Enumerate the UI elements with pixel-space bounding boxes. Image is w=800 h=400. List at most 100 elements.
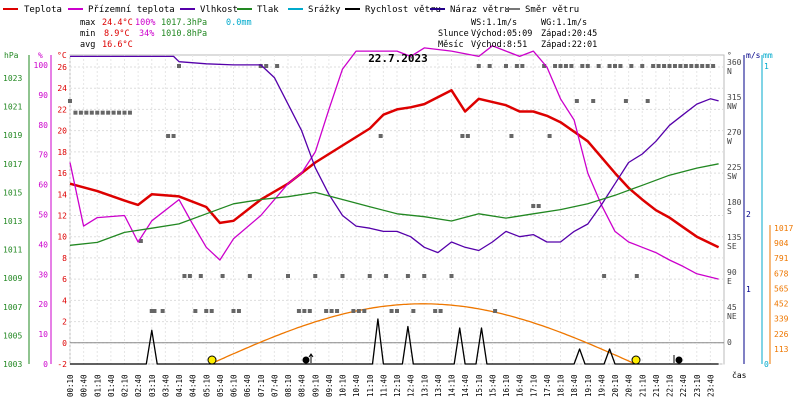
temp-tick-label: 12 xyxy=(57,212,67,221)
stat-min-temp: 8.9°C xyxy=(104,29,130,39)
temp-tick-label: 22 xyxy=(57,105,67,114)
hum-tick-label: 50 xyxy=(38,211,48,220)
sun-tick-label: 565 xyxy=(774,284,789,293)
wind-direction-point xyxy=(465,134,470,138)
moonrise-icon xyxy=(302,353,314,364)
moon-set: Západ:22:01 xyxy=(541,40,597,50)
wind-direction-point xyxy=(111,110,116,115)
wind-direction-point xyxy=(177,64,181,68)
wind-direction-point xyxy=(138,239,143,243)
wind-direction-point xyxy=(700,64,705,68)
wind-direction-point xyxy=(520,64,525,68)
stat-max-rain: 0.0mm xyxy=(226,18,252,28)
dir-tick-label: 0 xyxy=(727,338,732,347)
wind-direction-point xyxy=(296,309,301,313)
wind-direction-point xyxy=(182,274,187,278)
sun-tick-label: 226 xyxy=(774,330,789,339)
wind-direction-point xyxy=(89,110,94,115)
temp-tick-label: 2 xyxy=(62,318,67,327)
stat-min-hum: 34% xyxy=(139,29,154,39)
temp-tick-label: 10 xyxy=(57,233,67,242)
x-tick-label: 21:10 xyxy=(638,374,647,397)
wind-direction-point xyxy=(689,64,694,68)
wind-direction-point xyxy=(433,309,438,313)
wind-direction-point xyxy=(596,64,601,68)
wind-direction-point xyxy=(683,64,688,68)
temp-tick-label: 24 xyxy=(57,84,67,93)
temp-tick-label: 6 xyxy=(62,275,67,284)
legend-tlak: Tlak xyxy=(257,5,279,15)
x-tick-label: 19:40 xyxy=(597,374,606,397)
wind-direction-point xyxy=(264,64,269,68)
wind-direction-point xyxy=(324,309,329,313)
x-tick-label: 05:10 xyxy=(202,374,211,397)
wind-direction-point xyxy=(634,274,639,278)
dir-compass-label: SE xyxy=(727,242,737,251)
wind-direction-point xyxy=(602,274,607,278)
wind-direction-point xyxy=(127,110,132,115)
x-tick-label: 17:40 xyxy=(543,374,552,397)
wind-direction-point xyxy=(171,134,176,138)
wind-direction-point xyxy=(362,309,367,313)
series-p-zemn-teplota xyxy=(69,45,719,280)
wind-direction-point xyxy=(356,309,361,313)
hum-tick-label: 40 xyxy=(38,240,48,249)
stat-min-press: 1010.8hPa xyxy=(161,29,207,39)
dir-compass-label: NW xyxy=(727,102,737,111)
wind-direction-point xyxy=(640,64,645,68)
legend: Teplota Přízemní teplota Vlhkost Tlak Sr… xyxy=(3,5,579,15)
wind-direction-point xyxy=(152,309,157,313)
wind-direction-point xyxy=(574,99,579,103)
wind-direction-point xyxy=(629,64,634,68)
x-tick-label: 14:40 xyxy=(461,374,470,397)
wind-direction-point xyxy=(580,64,585,68)
wind-direction-point xyxy=(313,274,318,278)
x-tick-label: 11:10 xyxy=(366,374,375,397)
wind-direction-point xyxy=(198,274,203,278)
temp-tick-label: 8 xyxy=(62,254,67,263)
rain-tick-label: 0 xyxy=(764,360,769,369)
press-tick-label: 1017 xyxy=(3,160,22,169)
wind-direction-point xyxy=(84,110,89,115)
dir-tick-label: 180 xyxy=(727,198,742,207)
wind-direction-point xyxy=(378,134,383,138)
x-tick-label: 04:40 xyxy=(189,374,198,397)
stat-avg-temp: 16.6°C xyxy=(102,40,133,50)
sun-tick-label: 904 xyxy=(774,239,789,248)
temp-tick-label: 16 xyxy=(57,169,67,178)
x-tick-label: 12:40 xyxy=(407,374,416,397)
wind-direction-point xyxy=(623,99,628,103)
x-tick-label: 21:40 xyxy=(652,374,661,397)
x-tick-label: 01:10 xyxy=(93,374,102,397)
dir-tick-label: 90 xyxy=(727,268,737,277)
sun-label: Slunce xyxy=(438,29,469,39)
sunset-icon xyxy=(631,355,641,365)
wind-direction-point xyxy=(307,309,312,313)
dir-tick-label: 360 xyxy=(727,58,742,67)
sun-tick-label: 339 xyxy=(774,315,789,324)
wind-direction-point xyxy=(405,274,410,278)
x-tick-label: 13:40 xyxy=(434,374,443,397)
dir-compass-label: W xyxy=(727,137,732,146)
x-tick-label: 22:40 xyxy=(679,374,688,397)
series-sun-radiation xyxy=(210,303,636,365)
chart-title: 22.7.2023 xyxy=(368,52,428,65)
sun-tick-label: 452 xyxy=(774,300,789,309)
wind-direction-point xyxy=(160,309,165,313)
x-tick-label: 18:10 xyxy=(557,374,566,397)
sun-tick-label: 791 xyxy=(774,254,789,263)
wind-direction-point xyxy=(514,64,519,68)
wind-direction-point xyxy=(351,309,356,313)
legend-smer-vetru: Směr větru xyxy=(525,5,579,15)
legend-rychlost-vetru: Rychlost větru xyxy=(365,5,441,15)
moon-rise: Východ:8:51 xyxy=(471,40,527,50)
wind-direction-point xyxy=(411,309,416,313)
wind-direction-point xyxy=(395,309,399,313)
temp-tick-label: 14 xyxy=(57,190,67,199)
wind-direction-point xyxy=(220,274,225,278)
wind-direction-point xyxy=(656,64,661,68)
wind-direction-point xyxy=(247,274,252,278)
hum-tick-label: 70 xyxy=(38,151,48,160)
wind-direction-point xyxy=(340,274,345,278)
sunrise-icon xyxy=(207,355,217,365)
